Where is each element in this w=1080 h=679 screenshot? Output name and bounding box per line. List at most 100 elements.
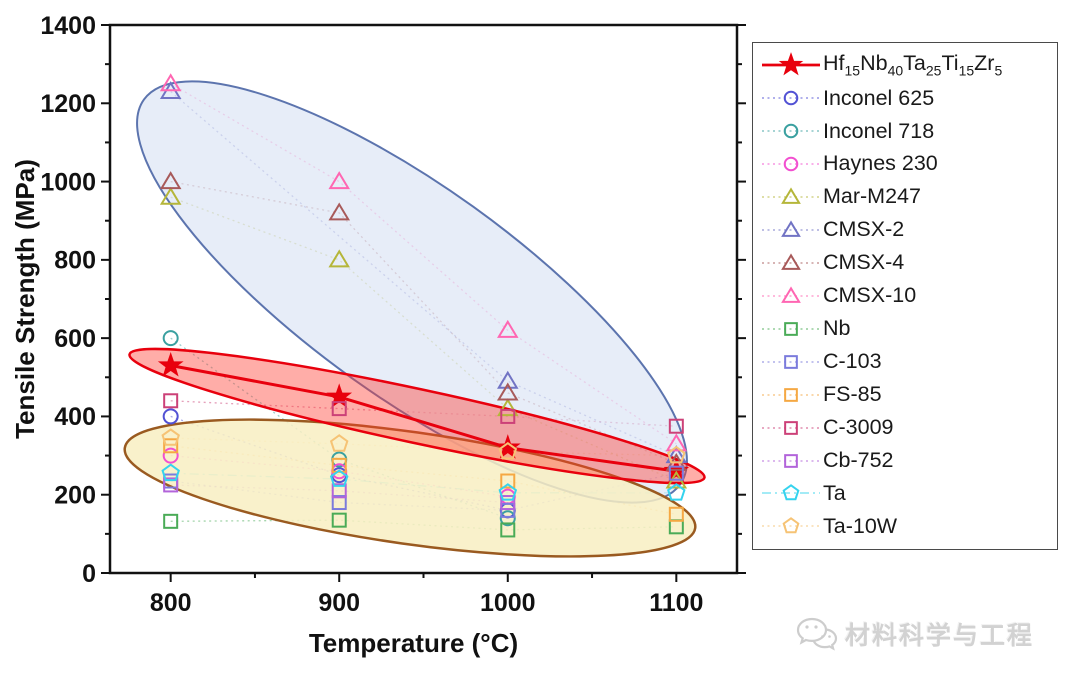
legend-label-ta: Ta <box>823 480 846 505</box>
legend-item-cmsx-4: CMSX-4 <box>759 247 1053 279</box>
y-tick-label: 600 <box>54 325 96 353</box>
square-marker <box>331 483 347 499</box>
triangle-marker <box>159 186 182 205</box>
legend-sample-cmsx-2 <box>762 220 820 237</box>
triangle-marker <box>781 187 801 204</box>
refractory-region <box>123 418 697 558</box>
legend-item-fs-85: FS-85 <box>759 379 1053 411</box>
triangle-marker <box>781 253 801 270</box>
legend-sample-inconel-718 <box>762 123 820 139</box>
legend-sample-fs-85 <box>762 387 820 402</box>
series-line-hf15nb40ta25ti15zr5 <box>170 364 677 473</box>
superalloy-region <box>136 80 688 504</box>
legend-sample-ta-10w <box>762 517 820 534</box>
legend-sample-inconel-625 <box>762 91 820 106</box>
square-marker <box>163 393 179 409</box>
y-tick-label: 1200 <box>40 90 96 118</box>
x-tick-label: 1100 <box>649 589 703 617</box>
triangle-marker <box>497 319 519 338</box>
legend-sample-cb-752 <box>762 453 820 468</box>
legend-item-cmsx-10: CMSX-10 <box>759 280 1053 312</box>
legend-sample-nb <box>762 321 820 336</box>
x-tick-label: 800 <box>150 589 192 617</box>
legend-label-ta-10w: Ta-10W <box>823 513 898 538</box>
pentagon-marker <box>329 434 349 452</box>
circle-marker <box>783 156 799 172</box>
triangle-marker <box>328 202 350 221</box>
square-marker <box>331 495 347 511</box>
legend-item-cmsx-2: CMSX-2 <box>759 214 1053 246</box>
pentagon-marker <box>329 469 349 487</box>
star-marker <box>494 434 521 459</box>
legend-item-inconel-625: Inconel 625 <box>759 82 1053 114</box>
chart-legend: Hf15Nb40Ta25Ti15Zr5 Inconel 625 Inconel 71… <box>752 42 1058 550</box>
y-tick-label: 1400 <box>40 12 96 40</box>
pentagon-marker <box>782 484 800 501</box>
triangle-marker <box>159 171 182 190</box>
square-marker <box>500 495 516 511</box>
square-marker <box>331 457 347 473</box>
legend-sample-haynes-230 <box>762 156 820 172</box>
legend-item-cb-752: Cb-752 <box>759 445 1053 477</box>
legend-label-nb: Nb <box>823 316 851 341</box>
legend-sample-hf15nb40ta25ti15zr5 <box>762 52 820 76</box>
legend-sample-cmsx-10 <box>762 286 820 303</box>
legend-label-hf15nb40ta25ti15zr5: Hf15Nb40Ta25Ti15Zr5 <box>823 51 1003 79</box>
legend-item-ta-10w: Ta-10W <box>759 510 1053 542</box>
legend-label-c-3009: C-3009 <box>823 414 894 439</box>
legend-label-fs-85: FS-85 <box>823 381 882 406</box>
legend-item-hf15nb40ta25ti15zr5: Hf15Nb40Ta25Ti15Zr5 <box>759 49 1053 81</box>
watermark-text: 材料科学与工程 <box>845 622 1035 650</box>
wechat-icon <box>796 617 838 651</box>
pentagon-marker <box>667 445 686 464</box>
square-marker <box>163 513 179 529</box>
pentagon-marker <box>161 463 180 482</box>
square-marker <box>784 354 798 369</box>
square-marker <box>784 387 798 402</box>
axis-ticks: 0 200 400 600 800 1000 1200 1400 800 900 1000 1100 <box>40 12 746 617</box>
legend-item-ta: Ta <box>759 477 1053 509</box>
pentagon-marker <box>667 483 686 501</box>
square-marker <box>331 512 347 528</box>
x-axis-title: Temperature (°C) <box>309 628 518 658</box>
hea-region <box>128 347 706 485</box>
legend-label-c-103: C-103 <box>823 349 882 373</box>
x-tick-label: 900 <box>318 589 360 617</box>
legend-label-haynes-230: Haynes 230 <box>823 151 938 176</box>
legend-sample-c-3009 <box>762 420 820 435</box>
circle-marker <box>499 510 516 527</box>
legend-item-inconel-718: Inconel 718 <box>759 115 1053 147</box>
square-marker <box>784 453 798 468</box>
watermark: 材料科学与工程 <box>795 608 1075 660</box>
legend-label-inconel-718: Inconel 718 <box>823 118 935 143</box>
legend-label-cb-752: Cb-752 <box>823 447 894 472</box>
square-marker <box>668 506 684 522</box>
pentagon-marker <box>498 483 518 501</box>
circle-marker <box>783 91 799 106</box>
series-line-nb <box>170 519 677 531</box>
circle-marker <box>162 408 179 425</box>
legend-item-haynes-230: Haynes 230 <box>759 148 1053 180</box>
legend-label-cmsx-2: CMSX-2 <box>823 217 905 242</box>
y-tick-label: 1000 <box>40 168 96 196</box>
legend-sample-cmsx-4 <box>762 253 820 270</box>
square-marker <box>163 438 179 454</box>
legend-sample-ta <box>762 484 820 501</box>
star-marker <box>157 351 184 377</box>
triangle-marker <box>328 171 350 190</box>
circle-marker <box>783 123 799 139</box>
circle-marker <box>162 330 179 347</box>
legend-sample-mar-m247 <box>762 187 820 204</box>
triangle-marker <box>781 286 801 303</box>
triangle-marker <box>497 370 519 389</box>
y-tick-label: 0 <box>82 560 96 588</box>
triangle-marker <box>497 382 519 401</box>
legend-label-inconel-625: Inconel 625 <box>823 85 935 110</box>
square-marker <box>668 465 684 481</box>
triangle-marker <box>665 433 688 452</box>
legend-label-cmsx-10: CMSX-10 <box>823 283 917 308</box>
pentagon-marker <box>782 517 800 534</box>
legend-item-mar-m247: Mar-M247 <box>759 181 1053 213</box>
